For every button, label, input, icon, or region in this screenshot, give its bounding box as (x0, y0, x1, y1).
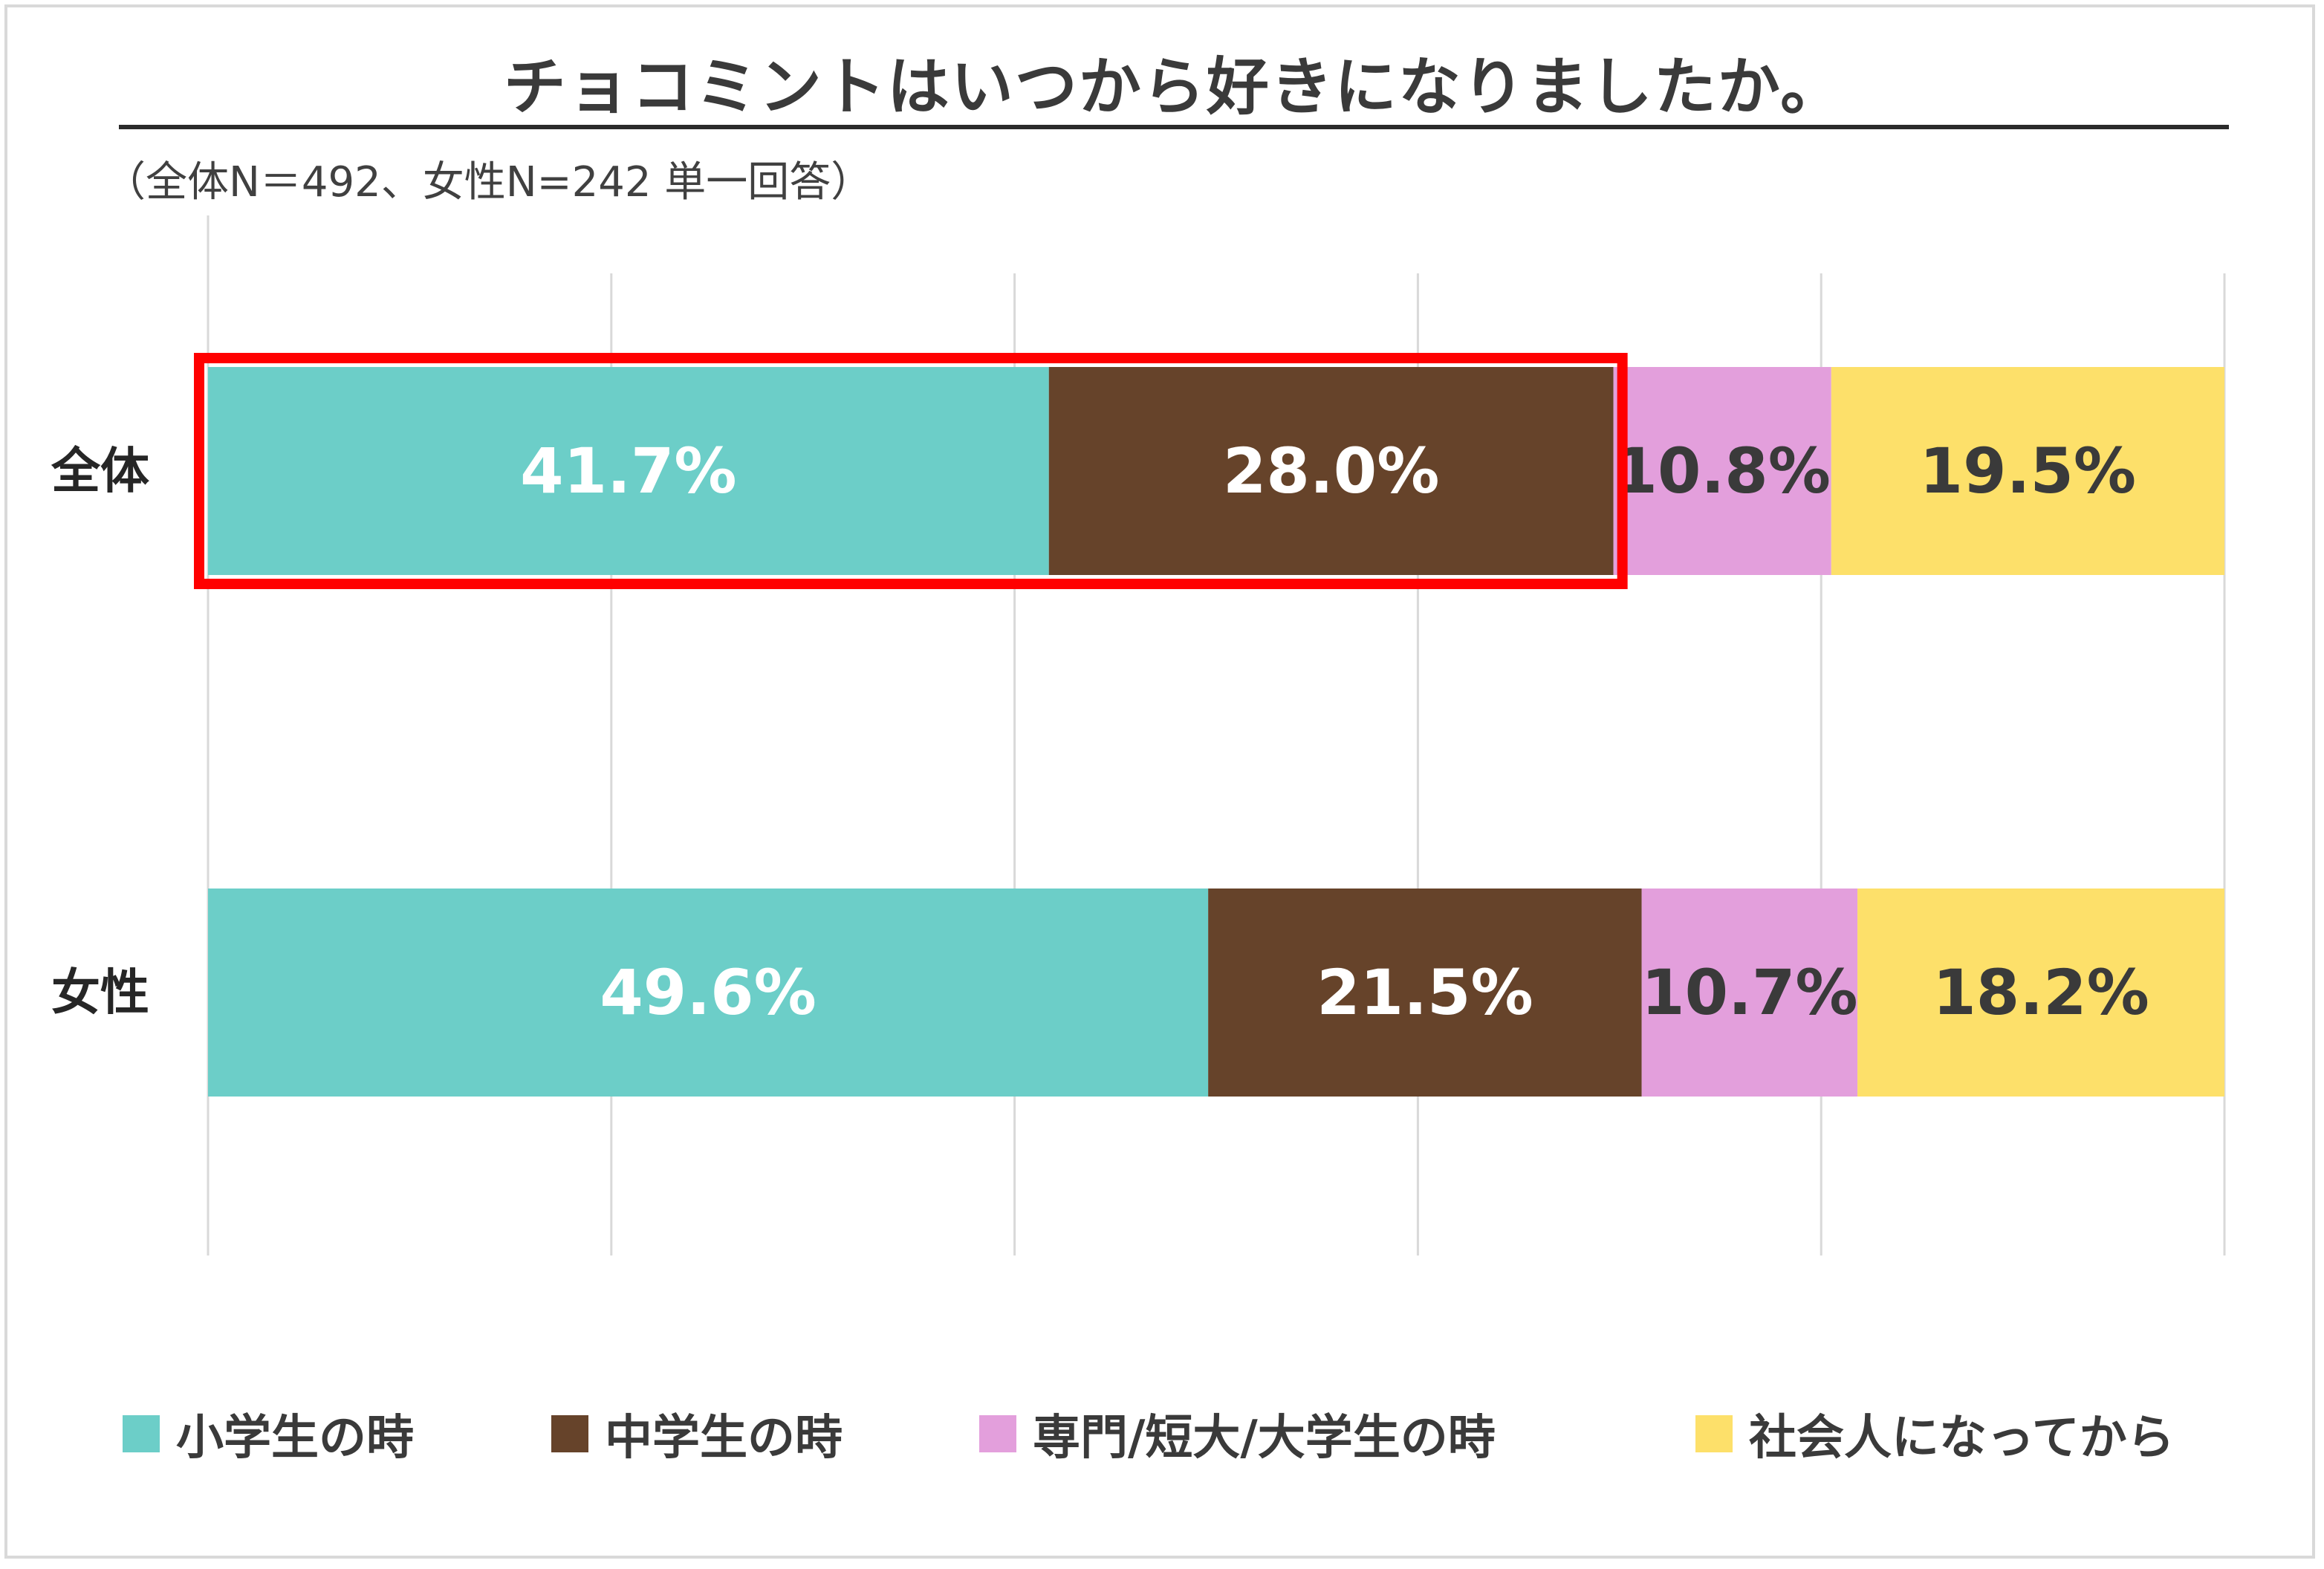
legend-label: 専門/短大/大学生の時 (1033, 1411, 1496, 1466)
bar-segment (1641, 889, 1858, 1097)
highlight-box (194, 353, 1628, 589)
legend-swatch (123, 1415, 160, 1452)
legend-swatch (551, 1415, 588, 1452)
chart-frame (4, 4, 2315, 1559)
bar-segment (1857, 889, 2224, 1097)
legend-swatch (1695, 1415, 1733, 1452)
bar-segment (208, 367, 1049, 575)
data-label: 19.5% (1920, 435, 2136, 507)
legend-label: 社会人になってから (1749, 1411, 2175, 1466)
chart-title: チョコミントはいつから好きになりましたか。 (503, 51, 1845, 123)
legend-label: 小学生の時 (176, 1411, 414, 1466)
category-label: 女性 (51, 964, 149, 1021)
data-label: 21.5% (1317, 956, 1533, 1029)
bar-segment (208, 889, 1209, 1097)
legend-item: 社会人になってから (1695, 1404, 2175, 1466)
bar-segment (1208, 889, 1642, 1097)
data-label: 10.7% (1641, 956, 1857, 1029)
legend-item: 小学生の時 (123, 1404, 414, 1466)
data-label: 28.0% (1223, 435, 1439, 507)
data-label: 49.6% (600, 956, 816, 1029)
data-label: 18.2% (1932, 956, 2149, 1029)
bar-segment (1831, 367, 2224, 575)
data-label: 41.7% (520, 435, 736, 507)
title-underline (119, 125, 2229, 129)
legend-item: 専門/短大/大学生の時 (979, 1404, 1496, 1466)
bar-segment (1048, 367, 1614, 575)
legend-item: 中学生の時 (551, 1404, 843, 1466)
data-label: 10.8% (1614, 435, 1831, 507)
legend-swatch (979, 1415, 1016, 1452)
bar-segment (1613, 367, 1831, 575)
chart-subtitle: （全体N＝492、女性N=242 単一回答） (104, 158, 873, 207)
category-label: 全体 (51, 443, 149, 500)
legend-label: 中学生の時 (605, 1411, 843, 1466)
